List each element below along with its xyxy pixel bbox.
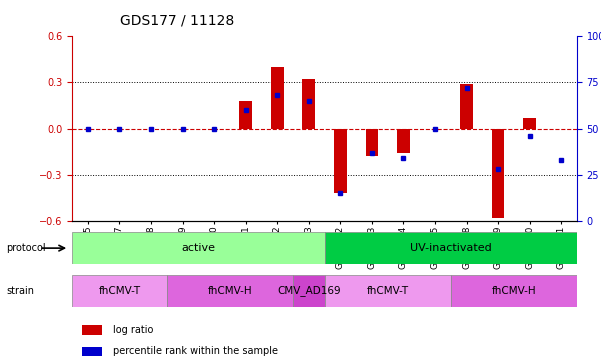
Text: percentile rank within the sample: percentile rank within the sample xyxy=(112,346,278,356)
Text: fhCMV-H: fhCMV-H xyxy=(492,286,536,296)
Text: fhCMV-T: fhCMV-T xyxy=(367,286,409,296)
FancyBboxPatch shape xyxy=(451,275,577,307)
Text: active: active xyxy=(182,243,215,253)
FancyBboxPatch shape xyxy=(72,232,325,264)
Bar xyxy=(397,129,410,153)
Text: protocol: protocol xyxy=(6,243,46,253)
Text: log ratio: log ratio xyxy=(112,325,153,335)
Text: CMV_AD169: CMV_AD169 xyxy=(277,286,341,296)
FancyBboxPatch shape xyxy=(166,275,293,307)
Text: fhCMV-H: fhCMV-H xyxy=(207,286,252,296)
Bar xyxy=(365,129,378,156)
Bar xyxy=(82,325,102,335)
FancyBboxPatch shape xyxy=(293,275,325,307)
FancyBboxPatch shape xyxy=(325,275,451,307)
Bar xyxy=(82,347,102,356)
Text: strain: strain xyxy=(6,286,34,296)
Bar xyxy=(271,67,284,129)
FancyBboxPatch shape xyxy=(325,232,577,264)
FancyBboxPatch shape xyxy=(72,275,166,307)
Text: GDS177 / 11128: GDS177 / 11128 xyxy=(120,14,234,28)
Bar xyxy=(460,84,473,129)
Bar xyxy=(302,79,315,129)
Bar xyxy=(334,129,347,193)
Text: UV-inactivated: UV-inactivated xyxy=(410,243,492,253)
Bar xyxy=(523,118,536,129)
Bar xyxy=(492,129,504,218)
Bar xyxy=(239,101,252,129)
Text: fhCMV-T: fhCMV-T xyxy=(99,286,141,296)
